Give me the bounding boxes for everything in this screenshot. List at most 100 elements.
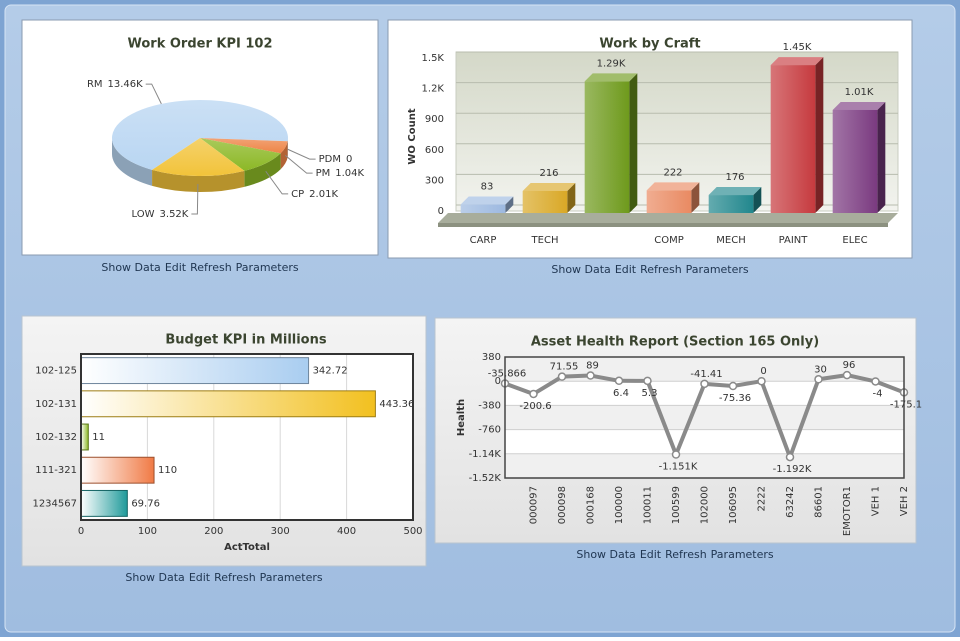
y-axis-title: WO Count bbox=[407, 108, 418, 164]
toolbar-link[interactable]: Parameters bbox=[686, 263, 749, 276]
toolbar-link[interactable]: Show Data bbox=[125, 571, 184, 584]
x-tick-label: MECH bbox=[716, 235, 745, 246]
value-label: 71.55 bbox=[550, 362, 579, 373]
x-tick-label: TECH bbox=[531, 235, 559, 246]
x-tick-label: 000168 bbox=[586, 486, 597, 524]
bar bbox=[771, 65, 816, 213]
point bbox=[644, 377, 651, 384]
value-label: 0 bbox=[760, 366, 766, 377]
y-tick-label: -1.14K bbox=[469, 449, 502, 460]
slice-value: 2.01K bbox=[309, 189, 338, 200]
bar bbox=[81, 424, 88, 450]
point bbox=[530, 390, 537, 397]
chart-title: Work Order KPI 102 bbox=[127, 37, 272, 52]
x-tick-label: 300 bbox=[271, 526, 290, 537]
toolbar-link[interactable]: Edit bbox=[189, 571, 211, 584]
y-tick-label: -1.52K bbox=[469, 473, 502, 484]
toolbar-link[interactable]: Parameters bbox=[236, 261, 299, 274]
toolbar-link[interactable]: Parameters bbox=[711, 548, 774, 561]
toolbar-link[interactable]: Edit bbox=[165, 261, 187, 274]
value-label: 216 bbox=[539, 168, 558, 179]
toolbar-link[interactable]: Parameters bbox=[260, 571, 323, 584]
slice-value: 13.46K bbox=[108, 79, 144, 90]
y-tick-label: 102-132 bbox=[35, 432, 77, 443]
chart-title: Asset Health Report (Section 165 Only) bbox=[531, 335, 819, 350]
slice-category: PM bbox=[316, 168, 331, 179]
value-label: -4 bbox=[873, 388, 883, 399]
bar-top bbox=[647, 182, 700, 190]
x-tick-label: PAINT bbox=[779, 235, 809, 246]
toolbar-link[interactable]: Refresh bbox=[214, 571, 256, 584]
value-label: 69.76 bbox=[131, 498, 160, 509]
x-tick-label: 63242 bbox=[785, 486, 796, 518]
point bbox=[787, 454, 794, 461]
y-tick-label: 102-131 bbox=[35, 399, 77, 410]
toolbar-link[interactable]: Show Data bbox=[576, 548, 635, 561]
toolbar-link[interactable]: Refresh bbox=[640, 263, 682, 276]
point bbox=[872, 378, 879, 385]
value-label: -35.866 bbox=[488, 368, 527, 379]
bar bbox=[647, 190, 692, 213]
y-axis-title: Health bbox=[456, 399, 467, 436]
x-tick-label: 2222 bbox=[757, 486, 768, 511]
value-label: 89 bbox=[586, 361, 599, 372]
x-tick-label: VEH 2 bbox=[899, 486, 910, 516]
point bbox=[701, 380, 708, 387]
bar-top bbox=[771, 57, 824, 65]
toolbar-link[interactable]: Refresh bbox=[190, 261, 232, 274]
point bbox=[673, 451, 680, 458]
x-tick-label: ELEC bbox=[842, 235, 867, 246]
value-label: 11 bbox=[92, 432, 105, 443]
point bbox=[587, 372, 594, 379]
floor-edge bbox=[438, 223, 888, 227]
bar-side bbox=[877, 102, 885, 213]
y-tick-label: 900 bbox=[425, 114, 444, 125]
x-tick-label: CARP bbox=[470, 235, 497, 246]
bar bbox=[709, 195, 754, 213]
slice-value: 0 bbox=[346, 154, 352, 165]
x-tick-label: 200 bbox=[204, 526, 223, 537]
value-label: 30 bbox=[814, 364, 827, 375]
value-label: 1.45K bbox=[783, 42, 812, 53]
bar-top bbox=[523, 183, 576, 191]
slice-category: RM bbox=[87, 79, 103, 90]
value-label: 96 bbox=[843, 360, 856, 371]
y-tick-label: 111-321 bbox=[35, 465, 77, 476]
slice-label: PDM 0 bbox=[319, 154, 353, 165]
slice-value: 1.04K bbox=[335, 168, 364, 179]
value-label: 5.3 bbox=[642, 388, 658, 399]
toolbar-link[interactable]: Refresh bbox=[665, 548, 707, 561]
bar bbox=[461, 205, 506, 213]
slice-category: LOW bbox=[132, 209, 155, 220]
point bbox=[758, 378, 765, 385]
y-tick-label: 1234567 bbox=[32, 498, 77, 509]
slice-category: CP bbox=[291, 189, 304, 200]
bar bbox=[585, 81, 630, 213]
toolbar-link[interactable]: Show Data bbox=[101, 261, 160, 274]
chart-title: Budget KPI in Millions bbox=[165, 333, 326, 348]
x-tick-label: 400 bbox=[337, 526, 356, 537]
x-tick-label: 100000 bbox=[614, 486, 625, 524]
bar-top bbox=[833, 102, 886, 110]
toolbar-link[interactable]: Edit bbox=[640, 548, 662, 561]
bar bbox=[833, 110, 878, 213]
x-tick-label: 500 bbox=[403, 526, 422, 537]
slice-category: PDM bbox=[319, 154, 341, 165]
toolbar-link[interactable]: Edit bbox=[615, 263, 637, 276]
toolbar-link[interactable]: Show Data bbox=[551, 263, 610, 276]
value-label: -1.151K bbox=[659, 462, 698, 473]
bar bbox=[81, 358, 309, 384]
value-label: 83 bbox=[481, 182, 494, 193]
slice-label: RM 13.46K bbox=[87, 79, 143, 90]
slice-label: PM 1.04K bbox=[316, 168, 365, 179]
value-label: 443.36 bbox=[379, 399, 414, 410]
slice-value: 3.52K bbox=[160, 209, 189, 220]
y-tick-label: 1.5K bbox=[422, 53, 445, 64]
floor bbox=[438, 213, 898, 223]
point bbox=[844, 372, 851, 379]
y-tick-label: -760 bbox=[478, 425, 501, 436]
x-tick-label: 102000 bbox=[700, 486, 711, 524]
